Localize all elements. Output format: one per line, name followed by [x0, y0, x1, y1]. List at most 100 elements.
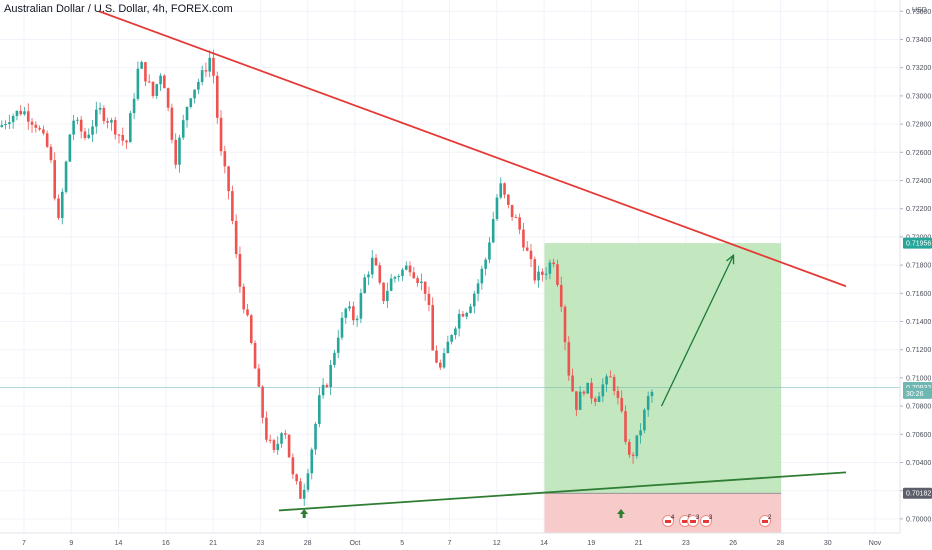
candle-body	[219, 117, 223, 152]
candle-body	[643, 409, 646, 431]
candle-body	[480, 268, 484, 284]
projection-arrow-line[interactable]	[660, 254, 735, 407]
candle-body	[231, 191, 234, 221]
candle-body	[423, 281, 427, 294]
event-flag-stripe	[682, 520, 688, 523]
candle-body	[125, 140, 128, 143]
candle-body	[140, 62, 143, 69]
candle-body	[234, 220, 238, 255]
candle-body	[223, 151, 227, 167]
candle-body	[257, 368, 261, 387]
price-scale-bg[interactable]	[900, 0, 932, 533]
x-tick-label: 28	[777, 540, 785, 547]
candle-body	[8, 122, 11, 125]
y-tick-label: 0.73400	[906, 37, 931, 44]
candle-body	[378, 265, 382, 283]
y-tick-label: 0.70000	[906, 516, 931, 523]
candle-body	[295, 474, 298, 482]
candle-body	[261, 386, 264, 418]
y-tick-label: 0.71400	[906, 319, 931, 326]
candle-body	[4, 124, 7, 126]
candle-body	[68, 134, 72, 162]
candle-body	[620, 397, 624, 412]
x-tick-label: 14	[115, 540, 123, 547]
candle-body	[408, 265, 412, 273]
event-count-label: 2	[768, 515, 772, 521]
candle-body	[280, 433, 283, 444]
price-tags: 0.719560.7093230:260.70182	[903, 237, 932, 499]
price-scale: 0.73600 0.73400 0.73200 0.73000 0.72800 0.726…	[900, 9, 931, 523]
candle-body	[110, 119, 113, 123]
profit-zone[interactable]	[544, 243, 782, 494]
candle-body	[454, 328, 457, 336]
y-tick-label: 0.71600	[906, 291, 931, 298]
candle-body	[246, 309, 249, 316]
candle-body	[476, 283, 480, 294]
candle-body	[575, 391, 578, 410]
candle-body	[306, 473, 310, 490]
candle-body	[412, 272, 416, 279]
position-zones	[0, 243, 900, 533]
x-tick-label: 7	[22, 540, 26, 547]
candle-body	[525, 247, 529, 251]
candle-body	[159, 75, 162, 85]
candle-body	[200, 70, 204, 82]
price-tag-label: 0.70182	[906, 491, 931, 498]
support-trendline[interactable]	[278, 471, 847, 512]
x-tick-label: 23	[682, 540, 690, 547]
candle-body	[522, 229, 525, 248]
candle-body	[624, 411, 627, 442]
y-tick-label: 0.73200	[906, 65, 931, 72]
candle-body	[174, 139, 177, 165]
x-tick-label: 30	[824, 540, 832, 547]
candle-body	[325, 384, 329, 387]
trendlines	[98, 10, 847, 512]
candle-body	[465, 312, 469, 317]
time-scale-bg[interactable]	[0, 533, 932, 550]
candle-body	[34, 124, 38, 128]
candle-body	[544, 273, 548, 275]
candle-body	[609, 376, 612, 378]
candle-body	[571, 375, 574, 392]
x-tick-label: 23	[256, 540, 264, 547]
candle-body	[355, 318, 359, 321]
candle-body	[559, 284, 563, 307]
candle-body	[227, 166, 230, 192]
x-tick-label: 12	[493, 540, 501, 547]
candle-body	[181, 120, 185, 138]
candle-body	[590, 382, 593, 399]
candle-body	[49, 146, 53, 161]
loss-zone[interactable]	[544, 493, 782, 533]
candle-body	[45, 133, 49, 147]
candle-body	[314, 423, 317, 450]
resistance-trendline[interactable]	[98, 10, 847, 288]
candle-body	[136, 68, 140, 99]
candle-body	[518, 217, 521, 230]
candle-body	[650, 391, 654, 397]
candle-body	[389, 278, 393, 291]
candle-body	[189, 98, 193, 107]
candle-body	[91, 126, 94, 135]
candle-body	[276, 443, 280, 450]
candle-body	[102, 107, 106, 122]
y-tick-label: 0.71000	[906, 375, 931, 382]
y-tick-label: 0.70600	[906, 432, 931, 439]
candle-body	[537, 271, 540, 281]
price-tag	[903, 387, 932, 399]
candle-body	[318, 395, 321, 424]
candle-body	[352, 306, 355, 321]
candle-body	[438, 362, 442, 368]
y-tick-label: 0.70400	[906, 460, 931, 467]
y-tick-label: 0.72200	[906, 206, 931, 213]
candle-body	[30, 121, 34, 125]
candle-body	[212, 57, 215, 76]
candle-body	[469, 306, 472, 313]
candle-body	[64, 161, 68, 192]
candle-body	[446, 341, 450, 354]
y-tick-label: 0.72800	[906, 122, 931, 129]
candle-body	[612, 377, 616, 392]
candle-body	[397, 275, 400, 277]
candle-body	[563, 306, 567, 343]
candle-body	[321, 384, 325, 396]
candle-body	[72, 120, 75, 135]
